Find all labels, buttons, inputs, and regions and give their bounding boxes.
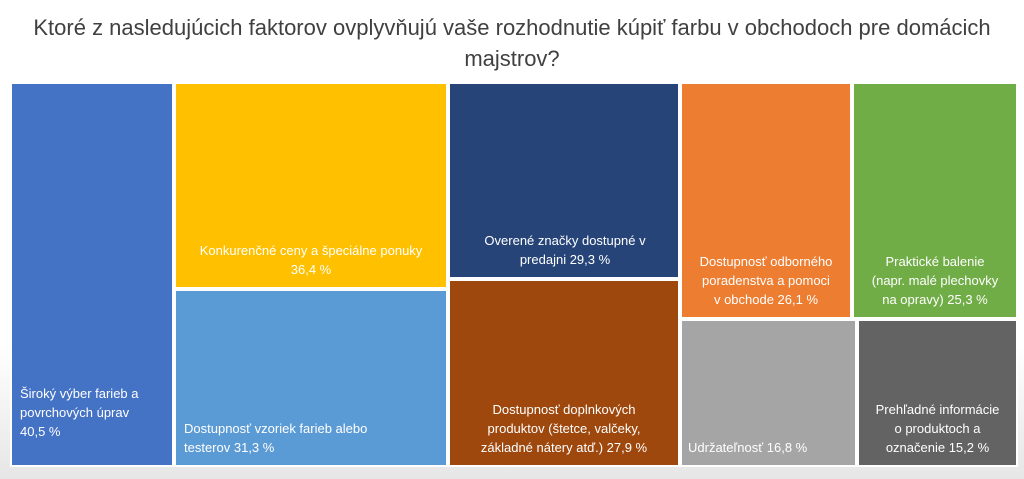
- treemap-cell-label: Dostupnosť odborného poradenstva a pomoc…: [699, 254, 833, 307]
- treemap-cell-6: Dostupnosť odborného poradenstva a pomoc…: [680, 82, 852, 319]
- treemap-cell-4: Overené značky dostupné v predajni 29,3 …: [448, 82, 680, 279]
- treemap-cell-1: Široký výber farieb a povrchových úprav …: [10, 82, 174, 467]
- treemap-cell-5: Dostupnosť doplnkových produktov (štetce…: [448, 279, 680, 467]
- treemap-cell-label: Prehľadné informácie o produktoch a ozna…: [875, 402, 1000, 455]
- treemap-cell-label: Konkurenčné ceny a špeciálne ponuky 36,4…: [199, 243, 423, 277]
- treemap-cell-8: Udržateľnosť 16,8 %: [680, 319, 857, 467]
- treemap-plot-area: Široký výber farieb a povrchových úprav …: [10, 82, 1018, 467]
- treemap-cell-2: Konkurenčné ceny a špeciálne ponuky 36,4…: [174, 82, 448, 289]
- treemap-cell-label: Dostupnosť vzoriek farieb alebo testerov…: [184, 421, 368, 455]
- treemap-cell-9: Prehľadné informácie o produktoch a ozna…: [857, 319, 1018, 467]
- treemap-cell-7: Praktické balenie (napr. malé plechovky …: [852, 82, 1018, 319]
- treemap-cell-label: Široký výber farieb a povrchových úprav …: [20, 386, 139, 439]
- chart-title: Ktoré z nasledujúcich faktorov ovplyvňuj…: [33, 15, 991, 71]
- treemap-cell-label: Overené značky dostupné v predajni 29,3 …: [484, 233, 646, 267]
- treemap-cell-label: Praktické balenie (napr. malé plechovky …: [871, 254, 999, 307]
- treemap-cell-label: Dostupnosť doplnkových produktov (štetce…: [480, 402, 648, 455]
- treemap-cell-3: Dostupnosť vzoriek farieb alebo testerov…: [174, 289, 448, 467]
- treemap-cell-label: Udržateľnosť 16,8 %: [688, 440, 808, 455]
